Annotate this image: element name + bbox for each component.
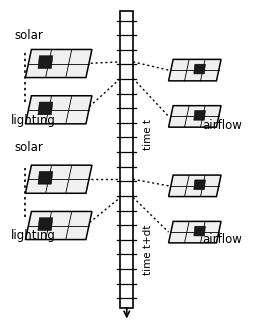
FancyBboxPatch shape <box>120 11 133 308</box>
Text: airflow: airflow <box>202 233 242 246</box>
Text: solar: solar <box>14 29 43 42</box>
Polygon shape <box>194 64 205 74</box>
Polygon shape <box>38 56 53 68</box>
Text: solar: solar <box>14 141 43 154</box>
Polygon shape <box>169 175 221 197</box>
Text: airflow: airflow <box>202 119 242 132</box>
Polygon shape <box>194 111 205 120</box>
Polygon shape <box>38 172 53 184</box>
Polygon shape <box>25 165 92 193</box>
Text: lighting: lighting <box>11 229 56 242</box>
Text: lighting: lighting <box>11 114 56 127</box>
Polygon shape <box>25 211 92 240</box>
Polygon shape <box>38 218 53 230</box>
Polygon shape <box>25 96 92 124</box>
Polygon shape <box>169 106 221 127</box>
Text: time t: time t <box>143 119 153 150</box>
Polygon shape <box>194 226 205 236</box>
Polygon shape <box>169 59 221 81</box>
Polygon shape <box>38 102 53 115</box>
Polygon shape <box>169 221 221 243</box>
Polygon shape <box>194 180 205 190</box>
Text: time t+dt: time t+dt <box>143 225 153 276</box>
Polygon shape <box>25 49 92 78</box>
